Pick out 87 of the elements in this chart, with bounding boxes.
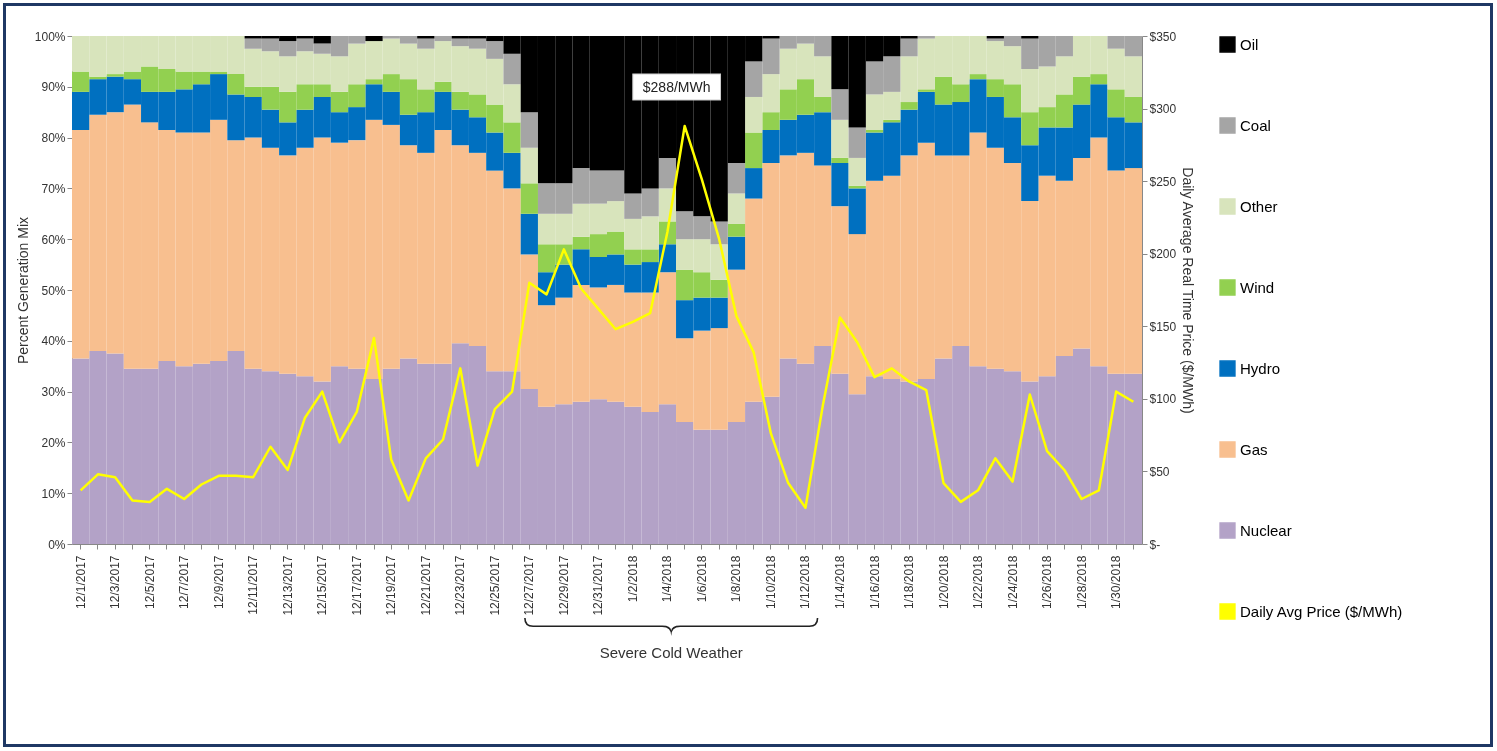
legend-label: Daily Avg Price ($/MWh) (1240, 602, 1403, 620)
x-tick-label: 1/30/2018 (1109, 555, 1124, 609)
x-tick-label: 1/22/2018 (971, 555, 986, 609)
y-tick-label: 70% (41, 181, 66, 196)
bar (727, 223, 746, 237)
y-tick-label: 100% (34, 29, 66, 44)
bar (831, 157, 849, 163)
y2-tick-label: $50 (1149, 464, 1170, 479)
y-tick-label: 20% (41, 435, 66, 450)
bar (520, 147, 538, 184)
bar (900, 38, 918, 57)
x-tick-label: 12/31/2017 (591, 555, 606, 616)
legend-label: Hydro (1240, 359, 1281, 377)
bar (417, 36, 435, 39)
y2-tick-label: $150 (1149, 319, 1177, 334)
bar (969, 74, 987, 80)
y2-tick-label: $300 (1149, 102, 1177, 117)
bar (917, 36, 935, 39)
x-tick-label: 12/23/2017 (453, 555, 468, 616)
y-tick-label: 40% (41, 334, 66, 349)
y2-tick-label: $100 (1149, 392, 1177, 407)
x-tick-label: 1/2/2018 (625, 555, 640, 603)
x-tick-label: 12/29/2017 (556, 555, 571, 616)
bar (865, 129, 884, 133)
y-tick-label: 10% (41, 486, 66, 501)
x-tick-label: 12/19/2017 (384, 555, 399, 616)
x-tick-label: 1/4/2018 (660, 555, 675, 603)
x-tick-label: 1/12/2018 (798, 555, 813, 609)
bar (1021, 36, 1039, 39)
text: Severe Cold Weather (599, 644, 743, 661)
y-tick-label: 80% (41, 131, 66, 146)
bar (727, 163, 746, 194)
y-tick-label: 0% (48, 537, 66, 552)
y-tick-label: 60% (41, 232, 66, 247)
bar (727, 193, 746, 224)
x-tick-label: 1/16/2018 (867, 555, 882, 609)
x-tick-label: 1/26/2018 (1040, 555, 1055, 609)
x-tick-label: 1/28/2018 (1074, 555, 1089, 609)
legend-label: Gas (1240, 440, 1268, 458)
bar (745, 168, 763, 199)
x-tick-label: 12/3/2017 (108, 555, 123, 609)
y-tick-label: 30% (41, 385, 66, 400)
x-tick-label: 12/27/2017 (522, 555, 537, 616)
x-tick-label: 12/7/2017 (177, 555, 192, 609)
y-tick-label: 50% (41, 283, 66, 298)
x-tick-label: 1/18/2018 (902, 555, 917, 609)
bar (848, 127, 866, 158)
x-tick-label: 1/8/2018 (729, 555, 744, 603)
x-tick-label: 12/9/2017 (211, 555, 226, 609)
y2-tick-label: $250 (1149, 174, 1177, 189)
bar (745, 132, 763, 169)
x-tick-label: 12/1/2017 (73, 555, 88, 609)
legend-label: Wind (1240, 278, 1275, 296)
legend-label: Other (1240, 197, 1278, 215)
x-tick-label: 12/5/2017 (142, 555, 157, 609)
y2-tick-label: $350 (1149, 29, 1177, 44)
legend-label: Oil (1240, 35, 1259, 53)
y2-tick-label: $200 (1149, 247, 1177, 262)
x-tick-label: 1/24/2018 (1005, 555, 1020, 609)
y2-tick-label: $- (1149, 537, 1161, 552)
y2-axis-title: Daily Average Real Time Price ($/MWh) (1180, 167, 1197, 414)
bar (727, 236, 746, 270)
annotation: $288/MWh (642, 78, 711, 95)
bar (520, 183, 538, 214)
legend-label: Nuclear (1240, 521, 1292, 539)
legend-label: Coal (1240, 116, 1271, 134)
x-tick-label: 1/14/2018 (832, 555, 847, 609)
x-tick-label: 1/20/2018 (936, 555, 951, 609)
y-axis-title: Percent Generation Mix (14, 216, 31, 365)
x-tick-label: 12/13/2017 (280, 555, 295, 616)
x-tick-label: 12/11/2017 (246, 555, 261, 615)
x-tick-label: 1/10/2018 (763, 555, 778, 609)
bar (365, 36, 383, 42)
y-tick-label: 90% (41, 80, 66, 95)
bar (658, 157, 677, 189)
line-series (79, 124, 1135, 509)
bar (831, 89, 849, 120)
bar (520, 112, 538, 148)
x-tick-label: 1/6/2018 (694, 555, 709, 603)
x-tick-label: 12/15/2017 (315, 555, 330, 616)
bar (831, 119, 849, 158)
bar (520, 213, 538, 255)
bar (900, 102, 918, 110)
x-tick-label: 12/21/2017 (418, 555, 433, 616)
x-tick-label: 12/17/2017 (349, 555, 364, 616)
bar (848, 157, 866, 186)
x-tick-label: 12/25/2017 (487, 555, 502, 616)
